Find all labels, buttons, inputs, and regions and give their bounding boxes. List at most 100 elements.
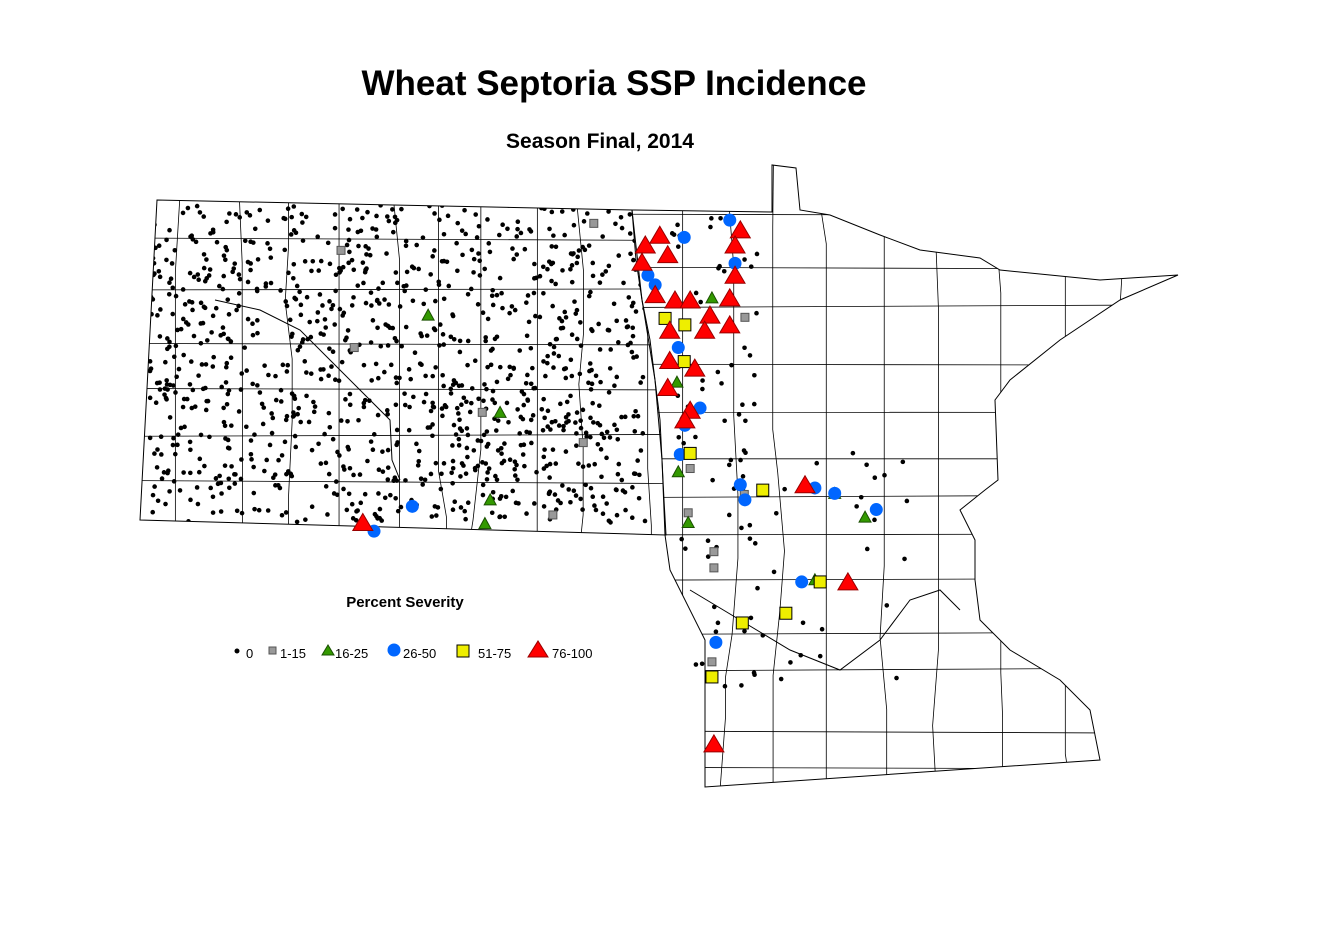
sample-point-0 bbox=[402, 391, 407, 396]
sample-point-0 bbox=[578, 496, 583, 502]
mississippi-river-boundary bbox=[689, 589, 961, 671]
sample-point-0 bbox=[411, 265, 417, 271]
sample-point-0 bbox=[556, 423, 562, 428]
sample-point-0 bbox=[292, 433, 298, 439]
sample-point-0 bbox=[681, 440, 686, 446]
sample-point-0 bbox=[615, 340, 621, 345]
sample-point-0 bbox=[430, 254, 435, 259]
sample-point-0 bbox=[347, 402, 353, 408]
sample-point-0 bbox=[189, 233, 195, 239]
sample-point-0 bbox=[588, 485, 594, 491]
sample-point-0 bbox=[541, 396, 546, 402]
sample-point-0 bbox=[344, 242, 350, 248]
sample-point-0 bbox=[349, 303, 355, 308]
marker-51-75 bbox=[756, 483, 770, 497]
sample-point-0 bbox=[747, 522, 753, 528]
sample-point-0 bbox=[267, 442, 273, 448]
sample-point-0 bbox=[700, 386, 705, 392]
sample-point-0 bbox=[309, 447, 315, 453]
sample-point-0 bbox=[551, 233, 556, 238]
sample-point-0 bbox=[300, 220, 305, 225]
sample-point-0 bbox=[606, 263, 612, 269]
sample-point-0 bbox=[337, 306, 343, 312]
sample-point-0 bbox=[525, 293, 531, 298]
sample-point-0 bbox=[175, 432, 181, 437]
sample-point-0 bbox=[219, 384, 225, 390]
sample-point-0 bbox=[588, 434, 593, 440]
county-line bbox=[632, 730, 1178, 734]
sample-point-0 bbox=[318, 376, 324, 382]
sample-point-0 bbox=[606, 390, 612, 395]
sample-point-0 bbox=[182, 302, 188, 307]
marker-76-100 bbox=[693, 320, 716, 339]
sample-point-0 bbox=[207, 434, 212, 440]
sample-point-0 bbox=[675, 244, 681, 249]
sample-point-0 bbox=[569, 263, 575, 268]
sample-point-0 bbox=[164, 257, 169, 263]
sample-point-0 bbox=[393, 270, 399, 275]
sample-point-0 bbox=[421, 301, 427, 307]
sample-point-0 bbox=[303, 214, 309, 220]
sample-point-0 bbox=[182, 424, 187, 430]
sample-point-0 bbox=[394, 380, 400, 386]
sample-point-0 bbox=[541, 454, 547, 460]
sample-point-0 bbox=[640, 214, 645, 220]
sample-point-0 bbox=[450, 382, 456, 388]
marker-26-50 bbox=[723, 213, 737, 227]
sample-point-0 bbox=[280, 362, 286, 368]
sample-point-0 bbox=[304, 370, 309, 375]
sample-point-0 bbox=[568, 357, 574, 363]
sample-point-0 bbox=[498, 445, 504, 451]
sample-point-0 bbox=[153, 245, 158, 251]
sample-point-0 bbox=[223, 364, 229, 370]
sample-point-0 bbox=[558, 326, 564, 331]
sample-point-0 bbox=[441, 296, 447, 302]
sample-point-0 bbox=[590, 400, 595, 406]
sample-point-0 bbox=[403, 324, 409, 330]
county-line bbox=[632, 766, 1178, 770]
sample-point-0 bbox=[542, 447, 547, 452]
sample-point-0 bbox=[592, 503, 597, 508]
marker-76-100 bbox=[724, 234, 746, 254]
sample-point-0 bbox=[152, 484, 157, 489]
sample-point-0 bbox=[597, 403, 602, 408]
sample-point-0 bbox=[526, 319, 532, 325]
sample-point-0 bbox=[512, 467, 517, 472]
sample-point-0 bbox=[365, 209, 370, 215]
sample-point-0 bbox=[505, 376, 511, 382]
sample-point-0 bbox=[475, 302, 481, 307]
sample-point-0 bbox=[315, 234, 321, 240]
sample-point-0 bbox=[185, 205, 191, 211]
sample-point-0 bbox=[547, 461, 553, 467]
marker-26-50 bbox=[738, 493, 752, 507]
sample-point-0 bbox=[581, 219, 587, 224]
sample-point-0 bbox=[573, 420, 578, 425]
sample-point-0 bbox=[388, 492, 393, 498]
sample-point-0 bbox=[167, 339, 172, 345]
sample-point-0 bbox=[282, 439, 288, 445]
sample-point-0 bbox=[515, 407, 520, 412]
sample-point-0 bbox=[309, 268, 314, 274]
sample-point-0 bbox=[259, 401, 265, 407]
sample-point-0 bbox=[385, 447, 391, 453]
sample-point-0 bbox=[223, 380, 229, 385]
county-line bbox=[632, 631, 1178, 635]
sample-point-0 bbox=[597, 422, 603, 428]
marker-1-15 bbox=[709, 547, 719, 557]
sample-point-0 bbox=[187, 382, 193, 387]
sample-point-0 bbox=[719, 381, 724, 386]
sample-point-0 bbox=[709, 216, 714, 221]
sample-point-0 bbox=[176, 366, 182, 372]
sample-point-0 bbox=[472, 465, 478, 471]
sample-point-0 bbox=[580, 407, 586, 413]
sample-point-0 bbox=[180, 210, 186, 216]
sample-point-0 bbox=[423, 391, 429, 397]
sample-point-0 bbox=[553, 461, 559, 466]
sample-point-0 bbox=[459, 402, 464, 408]
sample-point-0 bbox=[295, 411, 300, 417]
legend-label-76-100: 76-100 bbox=[552, 646, 592, 661]
sample-point-0 bbox=[858, 494, 864, 500]
sample-point-0 bbox=[226, 476, 232, 482]
sample-point-0 bbox=[236, 272, 242, 277]
sample-point-0 bbox=[676, 434, 682, 440]
